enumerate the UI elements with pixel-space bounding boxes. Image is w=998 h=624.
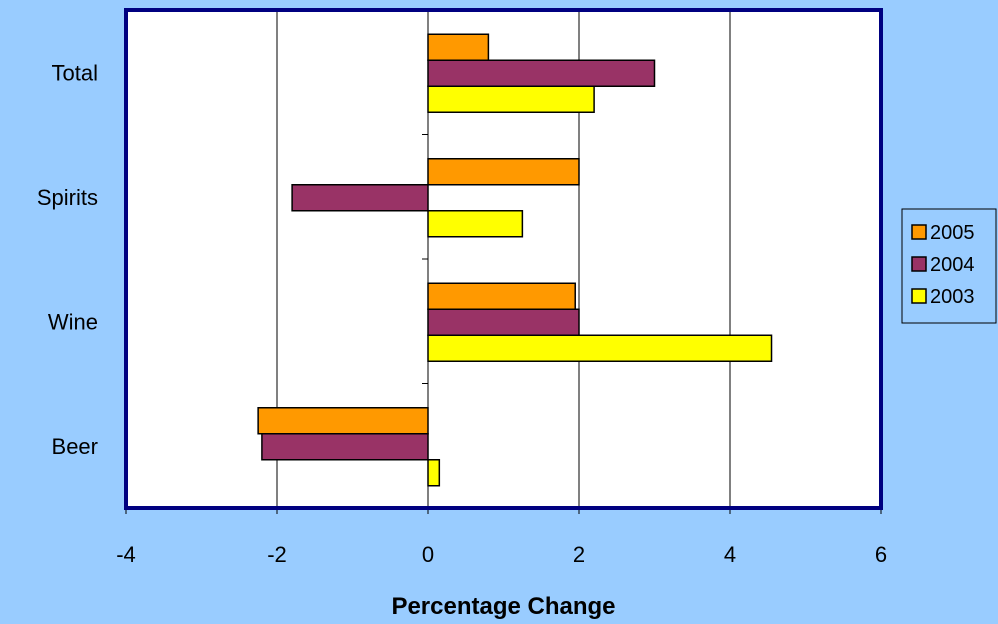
legend-label-2004: 2004 <box>930 254 975 276</box>
x-tick-label: 6 <box>875 542 887 567</box>
bar-2004-wine <box>427 308 580 336</box>
bar-2003-wine <box>427 334 773 362</box>
category-label-total: Total <box>52 60 98 85</box>
legend: 2005 2004 2003 <box>901 208 997 324</box>
legend-label-2003: 2003 <box>930 286 975 308</box>
x-tick-label: -4 <box>116 542 136 567</box>
category-label-spirits: Spirits <box>37 185 98 210</box>
bar-2003-total <box>427 85 595 113</box>
bar-2005-wine <box>427 282 576 310</box>
x-tick-label: 0 <box>422 542 434 567</box>
bar-2003-beer <box>427 459 441 487</box>
x-tick-label: 2 <box>573 542 585 567</box>
bar-2005-beer <box>257 407 429 435</box>
bars <box>257 33 773 487</box>
legend-swatch-2005 <box>911 224 927 240</box>
category-labels: Total Spirits Wine Beer <box>37 60 98 459</box>
bar-2003-spirits <box>427 210 524 238</box>
bar-2004-total <box>427 59 656 87</box>
category-label-beer: Beer <box>52 434 98 459</box>
x-tick-label: 4 <box>724 542 736 567</box>
legend-label-2005: 2005 <box>930 222 975 244</box>
x-tick-labels: -4 -2 0 2 4 6 <box>116 542 887 567</box>
plot-border <box>124 8 883 510</box>
legend-swatch-2003 <box>911 288 927 304</box>
bar-2005-spirits <box>427 158 580 186</box>
bar-2005-total <box>427 33 490 61</box>
x-axis-title: Percentage Change <box>391 593 615 620</box>
legend-swatch-2004 <box>911 256 927 272</box>
x-tick-label: -2 <box>267 542 287 567</box>
bar-2004-beer <box>261 433 429 461</box>
bar-2004-spirits <box>291 184 429 212</box>
category-label-wine: Wine <box>48 309 98 334</box>
